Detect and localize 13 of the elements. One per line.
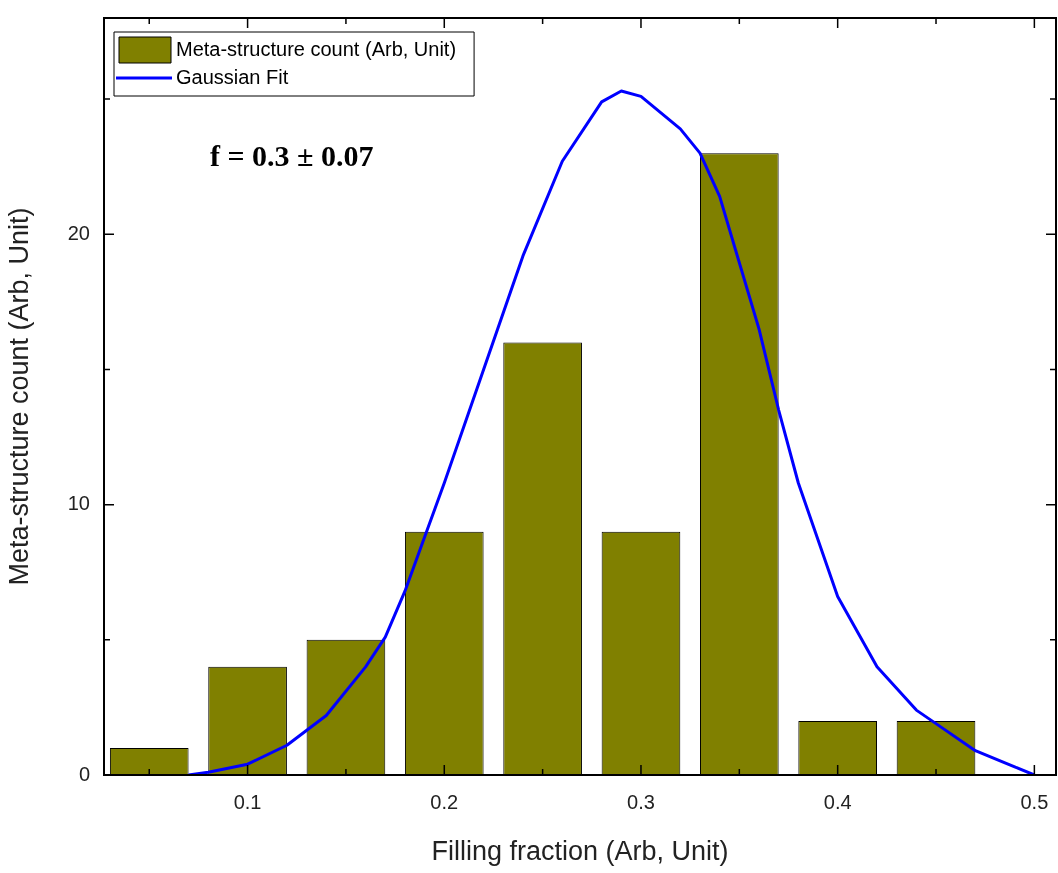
y-tick-label: 0 xyxy=(78,762,90,785)
y-axis-title: Meta-structure count (Arb, Unit) xyxy=(3,207,34,586)
x-tick-label: 0.1 xyxy=(233,790,262,813)
legend-label: Gaussian Fit xyxy=(176,65,289,88)
y-tick-label: 10 xyxy=(67,492,90,515)
x-tick-label: 0.3 xyxy=(627,790,655,813)
x-tick-label: 0.5 xyxy=(1020,790,1049,813)
x-tick-label: 0.2 xyxy=(430,790,459,813)
x-tick-label: 0.4 xyxy=(823,790,852,813)
y-tick-label: 20 xyxy=(67,221,90,244)
legend-label: Meta-structure count (Arb, Unit) xyxy=(176,37,457,60)
annotation: f = 0.3 ± 0.07 xyxy=(210,138,374,172)
x-axis-title: Filling fraction (Arb, Unit) xyxy=(431,836,729,867)
